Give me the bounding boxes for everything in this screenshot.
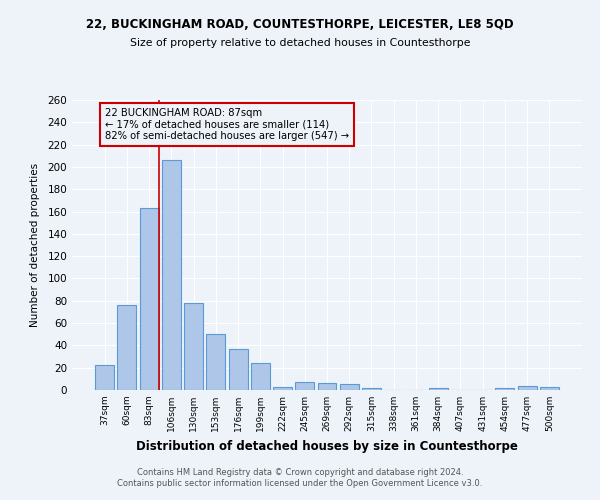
Text: 22, BUCKINGHAM ROAD, COUNTESTHORPE, LEICESTER, LE8 5QD: 22, BUCKINGHAM ROAD, COUNTESTHORPE, LEIC… bbox=[86, 18, 514, 30]
Text: Size of property relative to detached houses in Countesthorpe: Size of property relative to detached ho… bbox=[130, 38, 470, 48]
Bar bbox=[118, 305, 136, 390]
Text: Contains HM Land Registry data © Crown copyright and database right 2024.
Contai: Contains HM Land Registry data © Crown c… bbox=[118, 468, 482, 487]
Bar bbox=[518, 386, 536, 390]
Bar bbox=[184, 303, 203, 390]
Bar bbox=[540, 386, 559, 390]
Y-axis label: Number of detached properties: Number of detached properties bbox=[31, 163, 40, 327]
Bar bbox=[273, 386, 292, 390]
Bar bbox=[251, 363, 270, 390]
Bar bbox=[295, 382, 314, 390]
Bar bbox=[140, 208, 158, 390]
Bar bbox=[429, 388, 448, 390]
Bar bbox=[317, 384, 337, 390]
X-axis label: Distribution of detached houses by size in Countesthorpe: Distribution of detached houses by size … bbox=[136, 440, 518, 452]
Bar bbox=[496, 388, 514, 390]
Text: 22 BUCKINGHAM ROAD: 87sqm
← 17% of detached houses are smaller (114)
82% of semi: 22 BUCKINGHAM ROAD: 87sqm ← 17% of detac… bbox=[105, 108, 349, 141]
Bar bbox=[362, 388, 381, 390]
Bar bbox=[206, 334, 225, 390]
Bar bbox=[229, 348, 248, 390]
Bar bbox=[95, 366, 114, 390]
Bar bbox=[340, 384, 359, 390]
Bar bbox=[162, 160, 181, 390]
